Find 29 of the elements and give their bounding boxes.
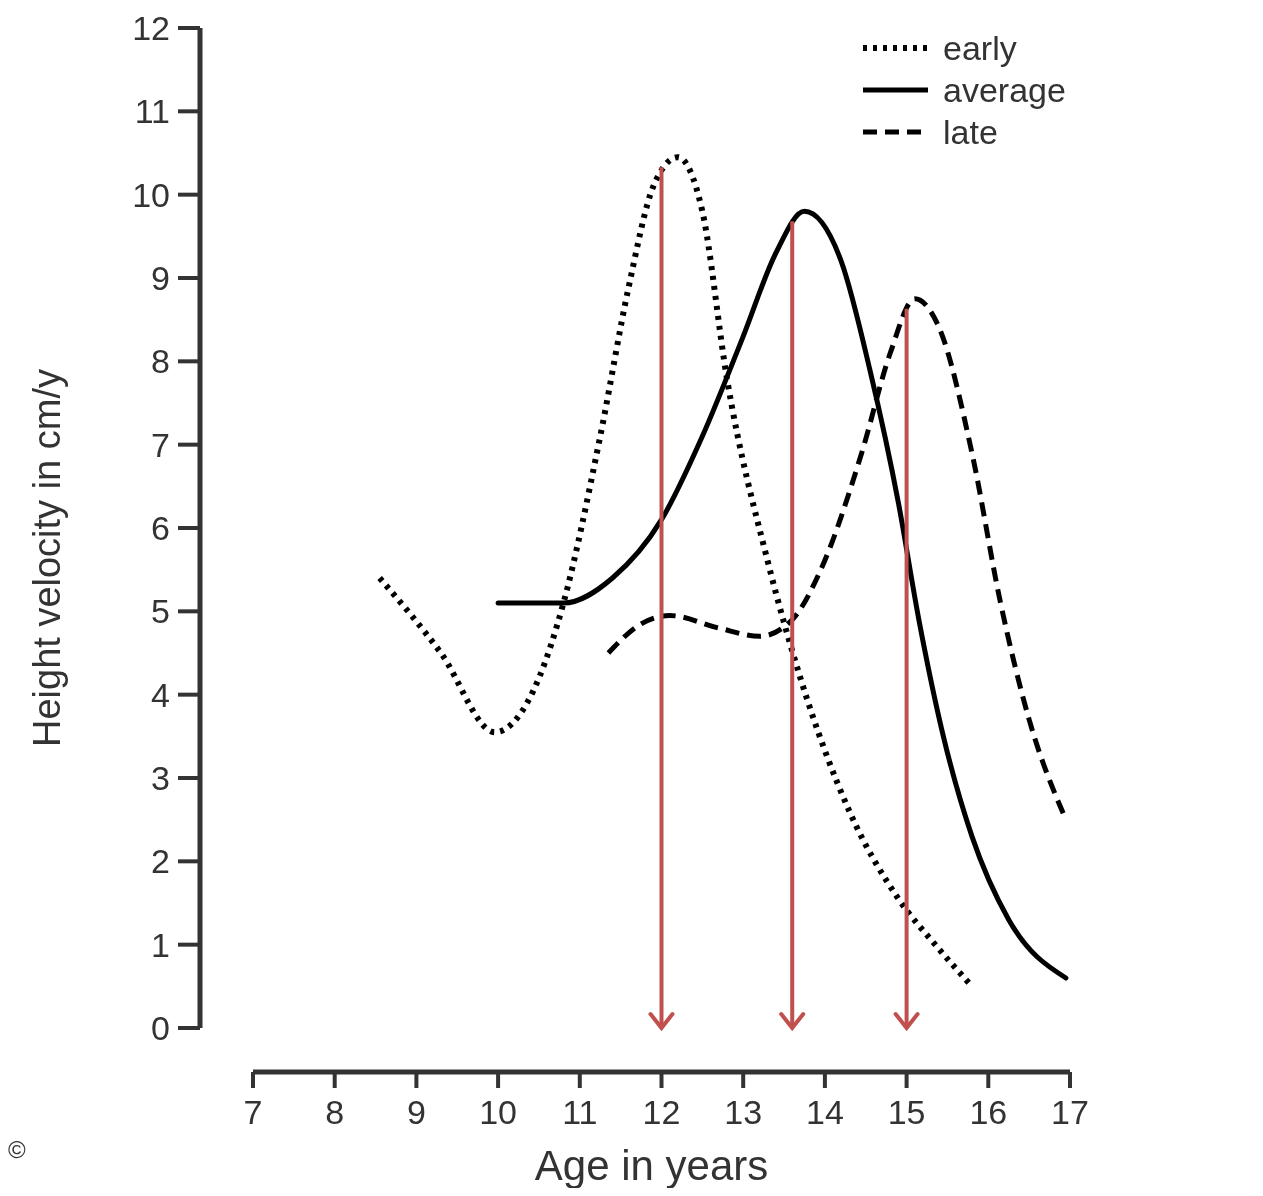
- y-tick-label: 1: [151, 925, 170, 964]
- x-tick-label: 12: [642, 1093, 681, 1131]
- legend-label: average: [943, 70, 1066, 109]
- y-tick-label: 3: [151, 758, 170, 797]
- text: ©: [8, 1136, 26, 1163]
- x-tick-label: 10: [479, 1093, 518, 1131]
- y-tick-label: 0: [151, 1008, 170, 1047]
- x-tick-label: 14: [805, 1093, 844, 1131]
- x-tick-label: 9: [406, 1093, 426, 1131]
- x-tick-label: 13: [724, 1093, 763, 1131]
- y-axis-title: Height velocity in cm/y: [26, 368, 68, 748]
- x-tick-label: 15: [887, 1093, 926, 1131]
- x-tick-label: 8: [325, 1093, 345, 1131]
- x-tick-label: 17: [1051, 1093, 1089, 1131]
- y-tick-label: 2: [151, 842, 170, 881]
- legend-label: late: [943, 112, 998, 151]
- y-tick-label: 9: [151, 258, 170, 297]
- x-tick-label: 16: [969, 1093, 1008, 1131]
- y-tick-label: 7: [151, 425, 170, 464]
- y-tick-label: 11: [134, 92, 170, 131]
- y-tick-label: 6: [151, 508, 170, 547]
- y-tick-label: 12: [132, 8, 170, 47]
- y-tick-label: 5: [151, 592, 170, 631]
- x-tick-label: 11: [562, 1093, 598, 1131]
- y-tick-label: 8: [151, 342, 170, 381]
- y-tick-label: 4: [151, 675, 170, 714]
- x-tick-label: 7: [243, 1093, 263, 1131]
- legend-label: early: [943, 28, 1017, 67]
- y-tick-label: 10: [132, 175, 170, 214]
